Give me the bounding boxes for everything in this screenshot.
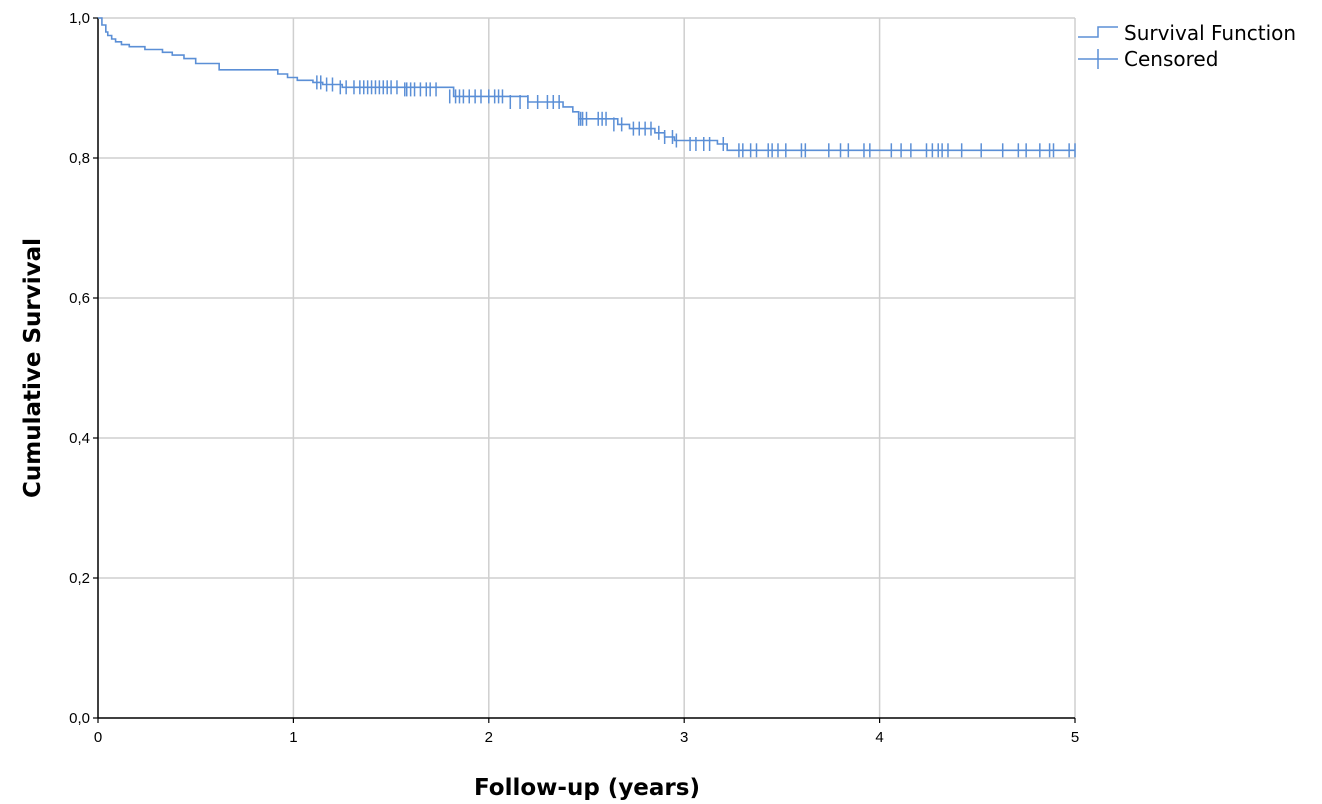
legend-survival-label: Survival Function	[1124, 21, 1296, 45]
legend-survival-swatch	[1078, 26, 1118, 38]
x-tick-label: 5	[1071, 729, 1079, 746]
tick-labels: 0 1 2 3 4 5 0,0 0,2 0,4 0,6 0,8 1,0	[69, 10, 1079, 746]
x-axis-title: Follow-up (years)	[474, 775, 700, 801]
x-tick-label: 1	[289, 729, 297, 746]
plot-series	[98, 17, 1076, 158]
y-tick-label: 1,0	[69, 10, 90, 27]
legend-censored-swatch	[1078, 49, 1118, 69]
survival-function-line	[98, 17, 1075, 152]
y-tick-label: 0,2	[69, 570, 90, 587]
y-tick-label: 0,8	[69, 150, 90, 167]
x-tick-label: 0	[94, 729, 102, 746]
y-axis-title: Cumulative Survival	[20, 238, 46, 498]
y-tick-label: 0,6	[69, 290, 90, 307]
grid-lines	[98, 17, 1076, 718]
legend-censored-label: Censored	[1124, 47, 1218, 71]
axes	[93, 17, 1076, 723]
y-tick-label: 0,0	[69, 710, 90, 727]
y-tick-label: 0,4	[69, 430, 90, 447]
x-tick-label: 2	[485, 729, 493, 746]
x-tick-label: 3	[680, 729, 688, 746]
legend: Survival Function Censored	[1078, 21, 1296, 71]
x-tick-label: 4	[875, 729, 883, 746]
